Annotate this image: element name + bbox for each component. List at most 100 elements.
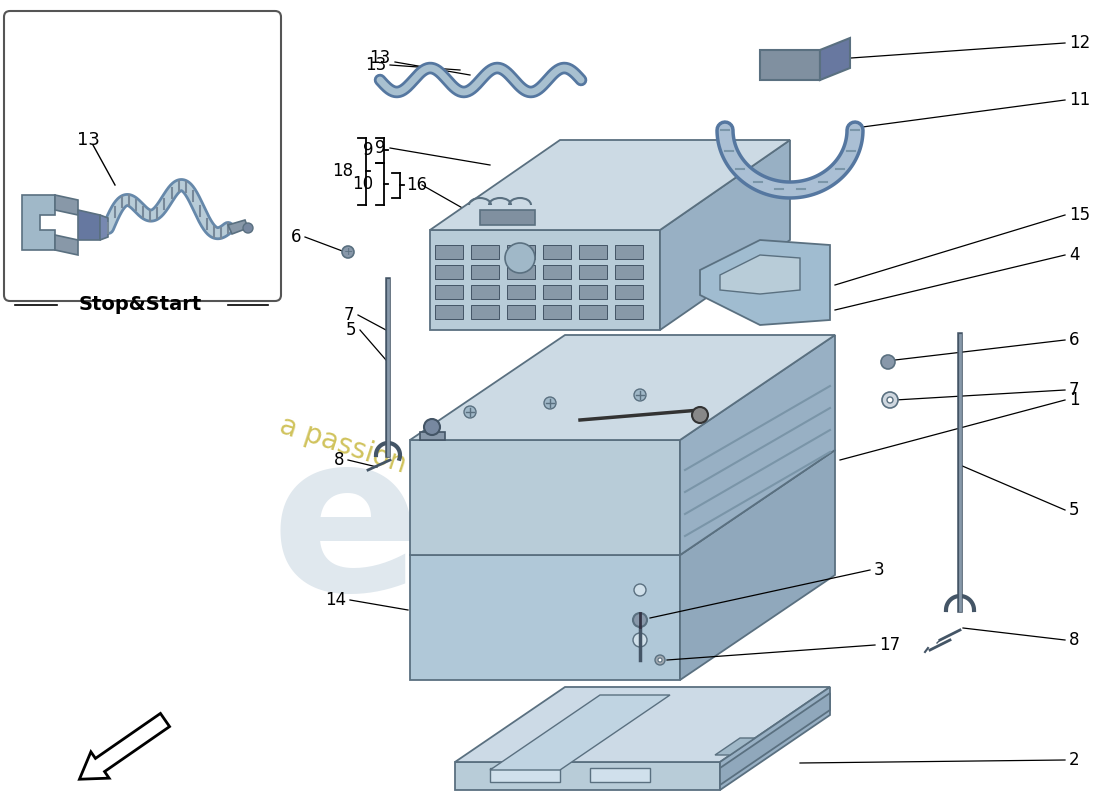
Polygon shape [660, 140, 790, 330]
Polygon shape [430, 230, 660, 330]
Polygon shape [410, 440, 680, 555]
Polygon shape [410, 555, 680, 680]
Text: Stop&Start: Stop&Start [78, 295, 201, 314]
Text: 17: 17 [879, 636, 900, 654]
Polygon shape [455, 687, 830, 762]
Polygon shape [434, 285, 463, 299]
Polygon shape [579, 265, 607, 279]
Polygon shape [434, 265, 463, 279]
Text: 11: 11 [1069, 91, 1090, 109]
Polygon shape [228, 220, 248, 234]
Polygon shape [543, 305, 571, 319]
Text: 5: 5 [1069, 501, 1079, 519]
Polygon shape [420, 432, 446, 440]
Text: 14: 14 [324, 591, 346, 609]
Text: 3: 3 [874, 561, 884, 579]
Text: 13: 13 [368, 49, 390, 67]
Polygon shape [22, 195, 55, 250]
Circle shape [342, 246, 354, 258]
Polygon shape [471, 265, 499, 279]
Polygon shape [480, 210, 535, 225]
Polygon shape [820, 38, 850, 80]
Circle shape [634, 389, 646, 401]
Text: ⬡: ⬡ [882, 355, 894, 369]
Polygon shape [434, 245, 463, 259]
Polygon shape [543, 265, 571, 279]
Polygon shape [410, 335, 835, 440]
Text: 7: 7 [343, 306, 354, 324]
Polygon shape [507, 285, 535, 299]
Circle shape [632, 633, 647, 647]
Text: 10: 10 [352, 175, 373, 193]
Polygon shape [507, 305, 535, 319]
Circle shape [882, 392, 898, 408]
Text: 9: 9 [363, 141, 373, 159]
Circle shape [654, 655, 666, 665]
Polygon shape [590, 768, 650, 782]
FancyBboxPatch shape [4, 11, 280, 301]
Polygon shape [543, 245, 571, 259]
Text: 2: 2 [1069, 751, 1079, 769]
Polygon shape [615, 285, 644, 299]
Polygon shape [490, 768, 560, 782]
Text: 18: 18 [332, 162, 353, 180]
Polygon shape [471, 245, 499, 259]
Text: 16: 16 [406, 176, 427, 194]
Polygon shape [455, 762, 720, 790]
Circle shape [505, 243, 535, 273]
Polygon shape [100, 215, 108, 240]
Polygon shape [700, 240, 830, 325]
Circle shape [692, 407, 708, 423]
Polygon shape [507, 245, 535, 259]
Polygon shape [410, 450, 835, 555]
Polygon shape [720, 255, 800, 294]
Polygon shape [615, 245, 644, 259]
Polygon shape [720, 687, 830, 790]
Text: +: + [343, 247, 353, 257]
Text: 8: 8 [1069, 631, 1079, 649]
FancyArrow shape [79, 714, 169, 779]
Text: 5: 5 [345, 321, 356, 339]
Polygon shape [55, 235, 78, 255]
Circle shape [243, 223, 253, 233]
Text: euro: euro [270, 423, 842, 637]
Text: 6: 6 [290, 228, 301, 246]
Circle shape [881, 355, 895, 369]
Polygon shape [471, 285, 499, 299]
Polygon shape [615, 305, 644, 319]
Text: 15: 15 [1069, 206, 1090, 224]
Circle shape [658, 658, 662, 662]
Text: a passion for parts since 1985: a passion for parts since 1985 [276, 412, 684, 568]
Text: 6: 6 [1069, 331, 1079, 349]
Text: 4: 4 [1069, 246, 1079, 264]
Text: 12: 12 [1069, 34, 1090, 52]
Polygon shape [55, 195, 78, 215]
Polygon shape [434, 305, 463, 319]
Polygon shape [543, 285, 571, 299]
Text: 9: 9 [374, 139, 385, 157]
Polygon shape [615, 265, 644, 279]
Polygon shape [680, 450, 835, 680]
Text: 13: 13 [365, 56, 386, 74]
Circle shape [634, 584, 646, 596]
Polygon shape [471, 305, 499, 319]
Polygon shape [579, 285, 607, 299]
Polygon shape [579, 245, 607, 259]
Circle shape [632, 613, 647, 627]
Polygon shape [507, 265, 535, 279]
Polygon shape [430, 140, 790, 230]
Polygon shape [760, 50, 820, 80]
Polygon shape [78, 210, 100, 240]
Text: 7: 7 [1069, 381, 1079, 399]
Circle shape [887, 397, 893, 403]
Polygon shape [680, 335, 835, 555]
Text: 8: 8 [333, 451, 344, 469]
Polygon shape [715, 738, 755, 755]
Polygon shape [490, 695, 670, 770]
Polygon shape [720, 693, 830, 785]
Polygon shape [579, 305, 607, 319]
Text: 1: 1 [1069, 391, 1079, 409]
Circle shape [424, 419, 440, 435]
Text: 13: 13 [77, 131, 99, 149]
Circle shape [464, 406, 476, 418]
